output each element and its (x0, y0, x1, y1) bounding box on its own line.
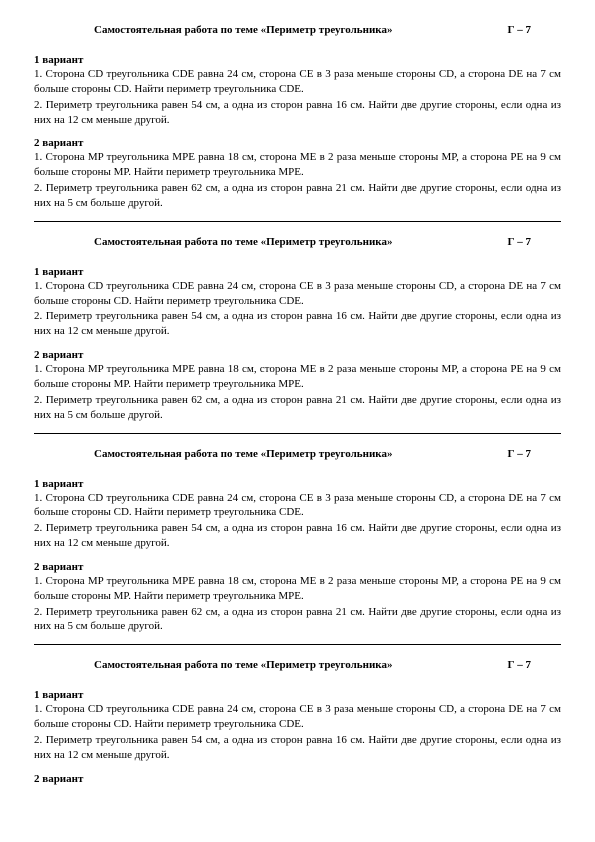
variant-label: 2 вариант (34, 349, 561, 361)
task-text: 2. Периметр треугольника равен 54 см, а … (34, 521, 561, 551)
task-text: 2. Периметр треугольника равен 54 см, а … (34, 309, 561, 339)
section-divider (34, 644, 561, 645)
title-line: Самостоятельная работа по теме «Периметр… (34, 24, 561, 44)
grade-text: Г – 7 (508, 236, 532, 248)
section-divider (34, 433, 561, 434)
title-line: Самостоятельная работа по теме «Периметр… (34, 448, 561, 468)
grade-text: Г – 7 (508, 448, 532, 460)
task-text: 1. Сторона MP треугольника MPE равна 18 … (34, 150, 561, 180)
worksheet-block: Самостоятельная работа по теме «Периметр… (34, 659, 561, 784)
variant-label: 2 вариант (34, 137, 561, 149)
title-text: Самостоятельная работа по теме «Периметр… (94, 236, 392, 248)
title-text: Самостоятельная работа по теме «Периметр… (94, 24, 392, 36)
task-text: 1. Сторона CD треугольника CDE равна 24 … (34, 279, 561, 309)
grade-text: Г – 7 (508, 659, 532, 671)
grade-text: Г – 7 (508, 24, 532, 36)
worksheet-block: Самостоятельная работа по теме «Периметр… (34, 24, 561, 211)
variant-label: 2 вариант (34, 561, 561, 573)
title-line: Самостоятельная работа по теме «Периметр… (34, 659, 561, 679)
title-line: Самостоятельная работа по теме «Периметр… (34, 236, 561, 256)
variant-label: 1 вариант (34, 689, 561, 701)
variant-label: 1 вариант (34, 266, 561, 278)
title-text: Самостоятельная работа по теме «Периметр… (94, 448, 392, 460)
task-text: 1. Сторона MP треугольника MPE равна 18 … (34, 362, 561, 392)
variant-label: 2 вариант (34, 773, 561, 785)
worksheet-block: Самостоятельная работа по теме «Периметр… (34, 236, 561, 423)
variant-label: 1 вариант (34, 54, 561, 66)
task-text: 2. Периметр треугольника равен 54 см, а … (34, 733, 561, 763)
section-divider (34, 221, 561, 222)
variant-label: 1 вариант (34, 478, 561, 490)
task-text: 1. Сторона MP треугольника MPE равна 18 … (34, 574, 561, 604)
task-text: 2. Периметр треугольника равен 54 см, а … (34, 98, 561, 128)
task-text: 1. Сторона CD треугольника CDE равна 24 … (34, 67, 561, 97)
task-text: 1. Сторона CD треугольника CDE равна 24 … (34, 491, 561, 521)
task-text: 1. Сторона CD треугольника CDE равна 24 … (34, 702, 561, 732)
task-text: 2. Периметр треугольника равен 62 см, а … (34, 605, 561, 635)
task-text: 2. Периметр треугольника равен 62 см, а … (34, 393, 561, 423)
task-text: 2. Периметр треугольника равен 62 см, а … (34, 181, 561, 211)
title-text: Самостоятельная работа по теме «Периметр… (94, 659, 392, 671)
worksheet-block: Самостоятельная работа по теме «Периметр… (34, 448, 561, 635)
worksheet-page: Самостоятельная работа по теме «Периметр… (0, 0, 595, 785)
